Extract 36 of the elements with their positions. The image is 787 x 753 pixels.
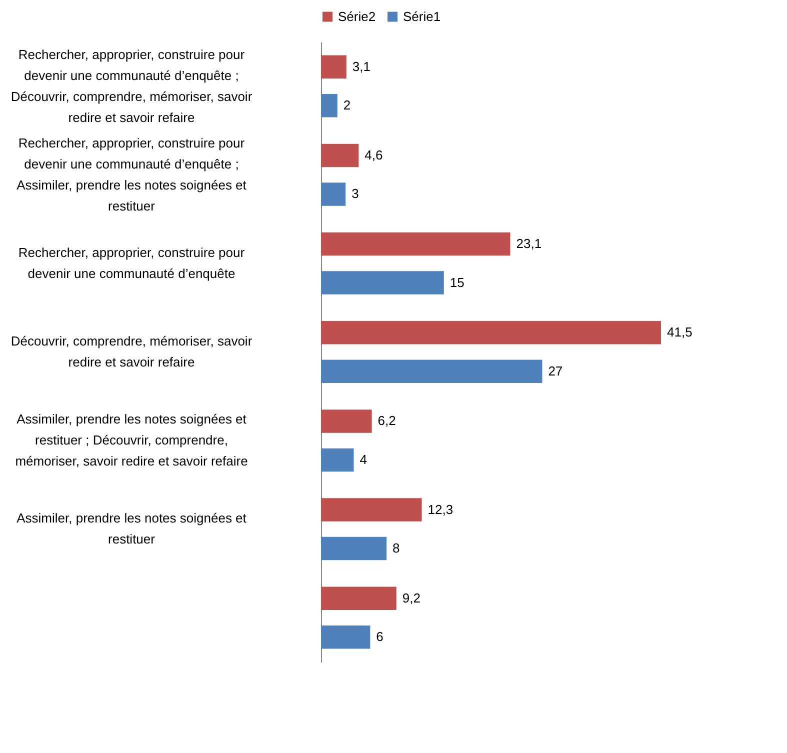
y-tick-label: Rechercher, approprier, construire pour devenir une communauté d’enquête ; Découvrir, comprendre, mémoriser, savoir redire et savoir refaire <box>10 46 253 125</box>
legend-label: Série2 <box>338 8 376 24</box>
data-label: 8 <box>392 540 400 556</box>
bar <box>321 182 346 206</box>
data-label: 4 <box>360 452 368 467</box>
bar <box>321 536 387 560</box>
y-tick-label: Assimiler, prendre les notes soignées et restituer <box>16 510 247 547</box>
data-label: 41,5 <box>667 324 692 340</box>
data-label: 3,1 <box>352 58 370 74</box>
y-tick-label: Découvrir, comprendre, mémoriser, savoir redire et savoir refaire <box>10 334 253 370</box>
legend-label: Série1 <box>403 8 441 24</box>
bar <box>321 448 354 472</box>
data-label: 12,3 <box>428 502 454 517</box>
data-label: 6 <box>376 629 384 644</box>
bar <box>321 271 444 294</box>
bar <box>321 94 338 118</box>
data-label: 23,1 <box>516 236 542 252</box>
data-label: 3 <box>352 186 359 202</box>
bar <box>321 625 370 649</box>
y-tick-label: Rechercher, approprier, construire pour devenir une communauté d’enquête <box>18 244 246 281</box>
bar <box>321 360 542 383</box>
data-label: 4,6 <box>364 147 383 162</box>
bar <box>321 144 359 168</box>
bar <box>321 55 346 79</box>
bar <box>321 410 372 433</box>
data-label: 6,2 <box>378 413 396 428</box>
data-label: 9,2 <box>402 590 420 606</box>
y-tick-label: Rechercher, approprier, construire pour devenir une communauté d’enquête ; Assimiler, prendre les notes soignées et restituer <box>16 135 247 214</box>
y-tick-label: Assimiler, prendre les notes soignées et restituer ; Découvrir, comprendre, mémoriser, savoir redire et savoir refaire <box>15 412 248 469</box>
data-label: 2 <box>343 98 351 113</box>
data-label: 15 <box>450 274 464 290</box>
bar <box>321 498 422 522</box>
bar <box>321 321 661 344</box>
bar <box>321 232 510 256</box>
bar <box>321 586 396 610</box>
data-label: 27 <box>548 363 563 378</box>
